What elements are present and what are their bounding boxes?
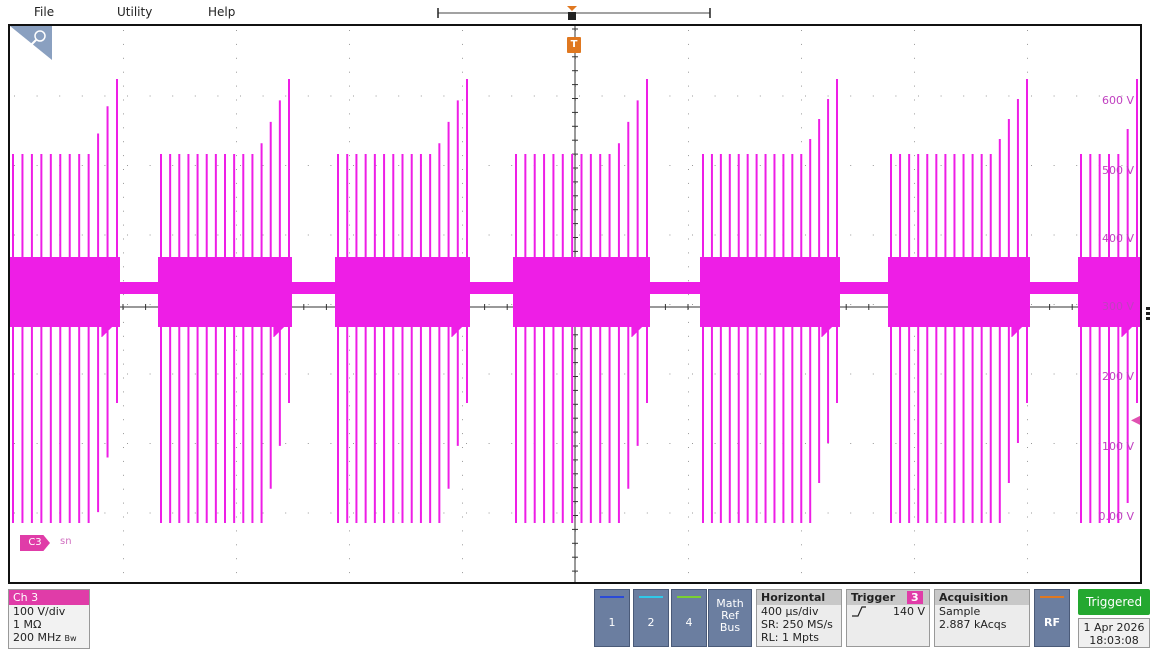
horizontal-panel[interactable]: Horizontal 400 µs/div SR: 250 MS/s RL: 1… [756, 589, 842, 647]
math-ref-bus-button[interactable]: Math Ref Bus [708, 589, 752, 647]
trigger-position-marker[interactable]: T [567, 37, 581, 53]
menu-utility[interactable]: Utility [117, 5, 153, 19]
bandwidth-limit-mark: Bw [64, 634, 77, 643]
math-label: Math [716, 597, 744, 610]
volt-label-400: 400 V [1101, 232, 1134, 245]
channel-1-button[interactable]: 1 [594, 589, 630, 647]
ref-label: Ref [721, 609, 739, 622]
channel-3-badge[interactable]: C3 [20, 535, 50, 551]
menu-bar: File Utility Help [0, 0, 1152, 24]
volt-label-100: 100 V [1101, 440, 1134, 453]
record-view-bar[interactable] [436, 4, 712, 22]
trigger-status-badge: Triggered [1078, 589, 1150, 615]
channel-3-label: sn [60, 536, 72, 547]
acquisition-title: Acquisition [935, 590, 1029, 605]
channel-3-title: Ch 3 [9, 590, 89, 605]
channel-4-label: 4 [685, 616, 693, 629]
rf-color [1040, 596, 1064, 598]
acquisition-count: 2.887 kAcqs [939, 618, 1007, 631]
channel-3-waveform [10, 79, 1140, 523]
channel-3-badge-panel[interactable]: Ch 3 100 V/div 1 MΩ 200 MHz Bw [8, 589, 90, 649]
date-label: 1 Apr 2026 [1083, 621, 1145, 634]
channel-1-label: 1 [608, 616, 616, 629]
channel-3-impedance: 1 MΩ [13, 618, 42, 631]
channel-3-bandwidth: 200 MHz Bw [13, 631, 77, 644]
channel-4-button[interactable]: 4 [671, 589, 707, 647]
horizontal-title: Horizontal [757, 590, 841, 605]
trigger-settings: 140 V [847, 605, 929, 620]
menu-help[interactable]: Help [208, 5, 236, 19]
horizontal-scale: 400 µs/div [761, 605, 819, 618]
rising-edge-icon [851, 605, 867, 620]
trigger-source-badge: 3 [906, 591, 923, 604]
horizontal-sample-rate: SR: 250 MS/s [761, 618, 833, 631]
channel-4-color [677, 596, 701, 598]
trigger-level: 140 V [892, 605, 925, 618]
trigger-title: Trigger [851, 591, 896, 604]
handle-dots-icon[interactable] [1146, 306, 1150, 320]
waveform-plot [10, 26, 1140, 582]
bottom-bar: Ch 3 100 V/div 1 MΩ 200 MHz Bw 1 2 4 Mat… [0, 586, 1152, 652]
menu-file[interactable]: File [34, 5, 55, 19]
acquisition-panel[interactable]: Acquisition Sample 2.887 kAcqs [934, 589, 1030, 647]
volt-label-300: 300 V [1101, 300, 1134, 313]
trigger-level-arrow-icon[interactable]: ◀ [1131, 412, 1142, 428]
rf-button[interactable]: RF [1034, 589, 1070, 647]
volt-label-200: 200 V [1101, 370, 1134, 383]
volt-label-0: 0.00 V [1098, 510, 1134, 523]
bus-label: Bus [719, 621, 741, 634]
channel-2-label: 2 [647, 616, 655, 629]
horizontal-record-length: RL: 1 Mpts [761, 631, 819, 644]
time-label: 18:03:08 [1089, 634, 1139, 647]
date-time-display[interactable]: 1 Apr 2026 18:03:08 [1078, 618, 1150, 648]
trigger-header: Trigger 3 [847, 590, 929, 605]
channel-2-color [639, 596, 663, 598]
channel-3-scale: 100 V/div [13, 605, 66, 618]
channel-2-button[interactable]: 2 [633, 589, 669, 647]
rf-label: RF [1044, 616, 1060, 629]
volt-label-500: 500 V [1101, 164, 1134, 177]
channel-1-color [600, 596, 624, 598]
acquisition-mode: Sample [939, 605, 981, 618]
trigger-panel[interactable]: Trigger 3 140 V [846, 589, 930, 647]
volt-label-600: 600 V [1101, 94, 1134, 107]
waveform-display[interactable]: T 600 V 500 V 400 V 300 V 200 V 100 V 0.… [8, 24, 1142, 584]
zoom-icon[interactable] [10, 26, 52, 60]
